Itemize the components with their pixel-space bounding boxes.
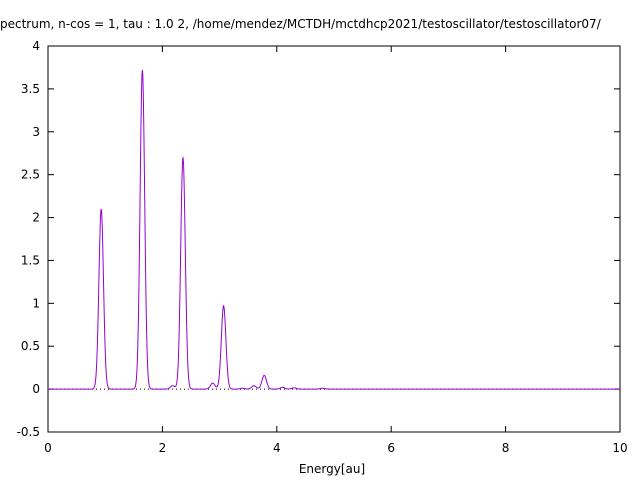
plot-frame bbox=[47, 45, 621, 433]
y-tick-label: 2 bbox=[32, 211, 40, 225]
x-axis-label: Energy[au] bbox=[298, 462, 366, 476]
chart-title: pectrum, n-cos = 1, tau : 1.0 2, /home/m… bbox=[0, 17, 601, 31]
y-tick-label: 0.5 bbox=[21, 339, 40, 353]
y-tick-label: 4 bbox=[32, 39, 40, 53]
x-tick-label: 4 bbox=[273, 441, 281, 455]
x-tick-label: 0 bbox=[44, 441, 52, 455]
y-tick-label: 0 bbox=[32, 382, 40, 396]
spectrum-line bbox=[48, 69, 620, 390]
y-tick-label: 2.5 bbox=[21, 168, 40, 182]
axis-ticks: -0.5 0 0.5 1 1.5 2 2.5 3 3.5 4 0 2 4 6 8 10 bbox=[17, 39, 628, 455]
spectrum-series bbox=[48, 69, 620, 390]
x-tick-label: 2 bbox=[159, 441, 167, 455]
plot-border bbox=[47, 45, 621, 433]
x-tick-label: 8 bbox=[502, 441, 510, 455]
x-tick-label: 6 bbox=[387, 441, 395, 455]
y-tick-label: 1 bbox=[32, 296, 40, 310]
x-tick-label: 10 bbox=[612, 441, 627, 455]
y-tick-label: 3 bbox=[32, 125, 40, 139]
y-tick-label: -0.5 bbox=[17, 425, 40, 439]
y-tick-label: 1.5 bbox=[21, 253, 40, 267]
y-tick-label: 3.5 bbox=[21, 82, 40, 96]
